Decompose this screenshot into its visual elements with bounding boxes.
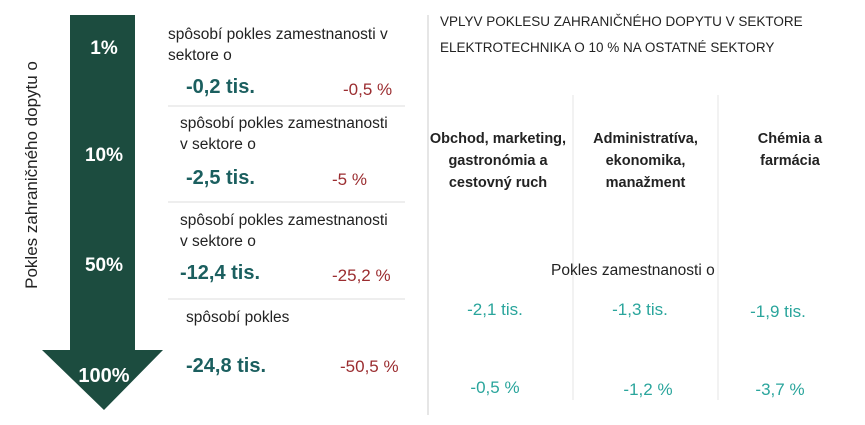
level-text: spôsobí pokles zamestnanosti v sektore o xyxy=(180,115,388,153)
subheading: Pokles zamestnanosti o xyxy=(551,262,715,279)
percent: 100% xyxy=(78,365,130,387)
share: -50,5 % xyxy=(340,357,399,376)
employment: -2,5 tis. xyxy=(186,167,255,189)
sector-share: -3,7 % xyxy=(755,380,805,399)
employment: -0,2 tis. xyxy=(186,76,255,98)
title: ELEKTROTECHNIKA O 10 % NA OSTATNÉ SEKTOR… xyxy=(440,40,775,55)
percent: 1% xyxy=(90,38,118,59)
share: -5 % xyxy=(332,170,367,189)
share: -25,2 % xyxy=(332,266,391,285)
employment: -24,8 tis. xyxy=(186,355,267,377)
employment: -12,4 tis. xyxy=(180,262,261,284)
level-text: spôsobí pokles zamestnanosti v sektore o xyxy=(180,212,388,250)
arrow xyxy=(42,15,163,410)
sector-share: -1,2 % xyxy=(623,380,673,399)
percent: 10% xyxy=(84,145,124,166)
sector-name: Administratíva, ekonomika, manažment xyxy=(593,131,698,191)
sector-employment: -1,9 tis. xyxy=(750,302,806,321)
percent: 50% xyxy=(84,255,124,276)
axis-label: Pokles zahraničného dopytu o xyxy=(22,61,41,289)
share: -0,5 % xyxy=(343,80,393,99)
sector-share: -0,5 % xyxy=(470,378,520,397)
sector-employment: -1,3 tis. xyxy=(612,300,668,319)
sector-name: Chémia a farmácia xyxy=(757,131,823,169)
sector-name: Obchod, marketing, gastronómia a cestovn… xyxy=(429,131,567,191)
level-text: spôsobí pokles xyxy=(186,309,290,326)
level-text: spôsobí pokles zamestnanosti v sektore o xyxy=(168,26,388,64)
title: VPLYV POKLESU ZAHRANIČNÉHO DOPYTU V SEKT… xyxy=(440,14,803,29)
sector-employment: -2,1 tis. xyxy=(467,300,523,319)
